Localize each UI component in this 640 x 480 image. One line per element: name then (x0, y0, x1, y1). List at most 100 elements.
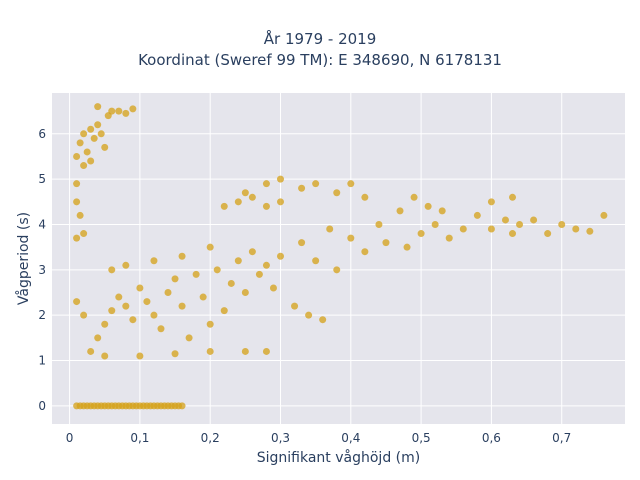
data-point (572, 225, 580, 233)
data-point (509, 193, 517, 201)
data-point (129, 316, 137, 324)
data-point (241, 347, 249, 355)
data-point (185, 334, 193, 342)
data-point (83, 148, 91, 156)
data-point (101, 320, 109, 328)
data-point (73, 234, 81, 242)
data-point (312, 180, 320, 188)
data-point (424, 202, 432, 210)
data-point (94, 334, 102, 342)
data-point (431, 220, 439, 228)
x-tick-label: 0,6 (482, 431, 501, 445)
data-point (206, 243, 214, 251)
data-point (291, 302, 299, 310)
data-point (298, 184, 306, 192)
data-point (227, 279, 235, 287)
data-point (248, 248, 256, 256)
data-point (403, 243, 411, 251)
data-point (73, 180, 81, 188)
data-point (87, 347, 95, 355)
data-point (558, 220, 566, 228)
data-point (544, 230, 552, 238)
x-tick-label: 0 (66, 431, 74, 445)
data-point (143, 298, 151, 306)
data-point (445, 234, 453, 242)
data-point (241, 189, 249, 197)
data-point (248, 193, 256, 201)
y-tick-label: 0 (38, 399, 46, 413)
data-point (347, 234, 355, 242)
data-point (80, 230, 88, 238)
data-point (410, 193, 418, 201)
data-point (87, 157, 95, 165)
data-point (312, 257, 320, 265)
data-point (150, 311, 158, 319)
data-point (199, 293, 207, 301)
data-point (192, 270, 200, 278)
data-point (269, 284, 277, 292)
x-axis-title: Signifikant våghöjd (m) (257, 449, 420, 466)
data-point (108, 107, 116, 115)
chart-title-line-2: Koordinat (Sweref 99 TM): E 348690, N 61… (138, 51, 502, 69)
data-point (220, 307, 228, 315)
data-point (417, 230, 425, 238)
data-point (262, 180, 270, 188)
y-tick-label: 1 (38, 354, 46, 368)
data-point (276, 198, 284, 206)
data-point (115, 293, 123, 301)
data-point (94, 121, 102, 129)
data-point (501, 216, 509, 224)
data-point (76, 139, 84, 147)
data-point (396, 207, 404, 215)
data-point (76, 211, 84, 219)
data-point (234, 257, 242, 265)
data-point (459, 225, 467, 233)
x-tick-label: 0,5 (412, 431, 431, 445)
data-point (206, 347, 214, 355)
x-tick-label: 0,2 (201, 431, 220, 445)
data-point (333, 266, 341, 274)
y-tick-label: 4 (38, 217, 46, 231)
x-tick-label: 0,7 (552, 431, 571, 445)
x-tick-label: 0,4 (341, 431, 360, 445)
data-point (487, 198, 495, 206)
plot-area (52, 93, 625, 424)
data-point (80, 130, 88, 138)
chart-title-line-1: År 1979 - 2019 (263, 30, 377, 48)
data-point (262, 347, 270, 355)
data-point (80, 311, 88, 319)
data-point (206, 320, 214, 328)
data-point (178, 252, 186, 260)
data-point (255, 270, 263, 278)
data-point (122, 109, 130, 117)
data-point (101, 352, 109, 360)
tick-labels: 0 0,1 0,2 0,3 0,4 0,5 0,6 0,7 0 1 2 3 4 5 6 (38, 127, 571, 445)
data-point (375, 220, 383, 228)
x-tick-label: 0,1 (130, 431, 149, 445)
data-point (122, 261, 130, 269)
data-point (129, 105, 137, 113)
data-point (136, 284, 144, 292)
data-point (326, 225, 334, 233)
data-point (487, 225, 495, 233)
data-point (516, 220, 524, 228)
data-point (171, 275, 179, 283)
data-point (586, 227, 594, 235)
data-point (438, 207, 446, 215)
y-tick-label: 5 (38, 172, 46, 186)
data-point (305, 311, 313, 319)
data-point (73, 198, 81, 206)
data-point (101, 143, 109, 151)
data-point (220, 202, 228, 210)
data-point (382, 239, 390, 247)
y-tick-label: 3 (38, 263, 46, 277)
data-point (97, 130, 105, 138)
data-point (150, 257, 158, 265)
data-point (157, 325, 165, 333)
data-point (276, 175, 284, 183)
data-point (276, 252, 284, 260)
data-point (115, 107, 123, 115)
data-point (80, 162, 88, 170)
data-points (73, 103, 608, 410)
x-tick-label: 0,3 (271, 431, 290, 445)
